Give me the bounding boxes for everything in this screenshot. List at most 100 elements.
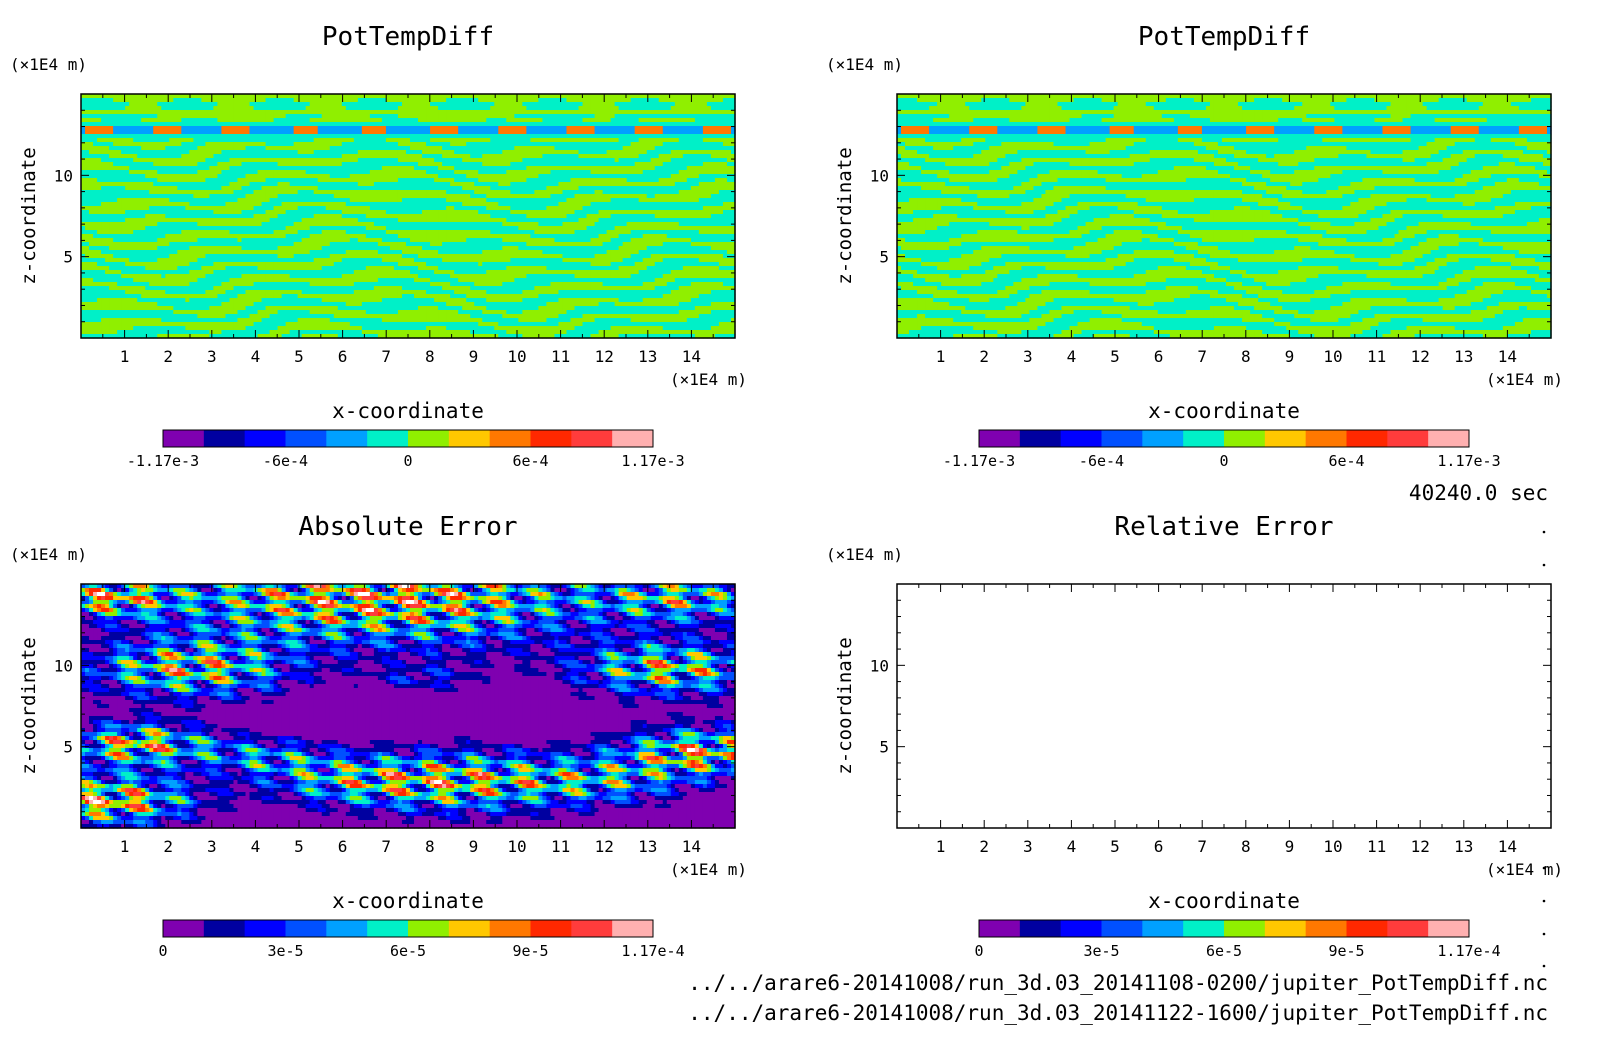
colorbar-tick-label: 0 (974, 942, 983, 960)
y-tick-label: 10 (54, 166, 73, 185)
x-tick-label: 5 (1110, 837, 1120, 856)
colorbar-tick-label: -6e-4 (1079, 452, 1124, 470)
colorbar-swatch (571, 430, 612, 447)
colorbar: -1.17e-3 -6e-4 0 6e-4 1.17e-3 (127, 430, 685, 470)
colorbar-swatch (449, 430, 490, 447)
colorbar-swatch (1387, 920, 1428, 937)
colorbar-swatch (612, 920, 653, 937)
colorbar-tick-label: 9e-5 (1328, 942, 1364, 960)
x-unit-label: (×1E4 m) (670, 860, 747, 879)
x-axis-label: x-coordinate (1148, 889, 1300, 913)
colorbar-swatch (1142, 920, 1183, 937)
colorbar-swatch (1224, 920, 1265, 937)
colorbar-swatch (163, 430, 204, 447)
chart-title: Relative Error (1114, 512, 1333, 542)
x-tick-label: 10 (507, 837, 526, 856)
colorbar-swatch (204, 920, 245, 937)
colorbar-swatch (1142, 430, 1183, 447)
colorbar-swatch (1306, 920, 1347, 937)
x-tick-label: 10 (1323, 837, 1342, 856)
colorbar-swatch (531, 430, 572, 447)
file-path-2: ../../arare6-20141008/run_3d.03_20141122… (688, 1001, 1548, 1025)
x-tick-label: 14 (1498, 837, 1517, 856)
x-tick-label: 5 (1110, 347, 1120, 366)
x-unit-label: (×1E4 m) (1486, 370, 1563, 389)
x-unit-label: (×1E4 m) (670, 370, 747, 389)
x-tick-label: 1 (120, 347, 130, 366)
x-tick-label: 5 (294, 837, 304, 856)
x-tick-label: 9 (469, 347, 479, 366)
y-axis-label: z-coordinate (834, 147, 856, 284)
colorbar-tick-label: -1.17e-3 (127, 452, 199, 470)
x-tick-label: 8 (425, 837, 435, 856)
colorbar-swatch (1347, 430, 1388, 447)
colorbar-swatch (204, 430, 245, 447)
x-tick-label: 4 (1067, 347, 1077, 366)
x-tick-label: 3 (207, 347, 217, 366)
colorbar-tick-label: 1.17e-4 (621, 942, 684, 960)
colorbar-tick-label: 0 (158, 942, 167, 960)
colorbar-swatch (326, 920, 367, 937)
x-tick-label: 13 (1454, 837, 1473, 856)
colorbar-swatch (1061, 920, 1102, 937)
colorbar-swatch (1020, 430, 1061, 447)
colorbar-tick-label: 6e-4 (512, 452, 548, 470)
colorbar: -1.17e-3 -6e-4 0 6e-4 1.17e-3 (943, 430, 1501, 470)
colorbar-swatch (979, 430, 1020, 447)
x-tick-label: 9 (1285, 347, 1295, 366)
x-tick-label: 14 (682, 837, 701, 856)
colorbar-swatch (367, 920, 408, 937)
x-tick-label: 11 (551, 837, 570, 856)
x-tick-label: 13 (1454, 347, 1473, 366)
x-tick-label: 2 (163, 347, 173, 366)
y-unit-label: (×1E4 m) (826, 55, 903, 74)
colorbar-swatch (286, 430, 327, 447)
colorbar-swatch (612, 430, 653, 447)
x-tick-label: 2 (163, 837, 173, 856)
y-unit-label: (×1E4 m) (10, 55, 87, 74)
file-path-1: ../../arare6-20141008/run_3d.03_20141108… (688, 971, 1548, 995)
x-unit-label: (×1E4 m) (1486, 860, 1563, 879)
colorbar: 0 3e-5 6e-5 9e-5 1.17e-4 (158, 920, 684, 960)
heatmap-field (897, 584, 1551, 828)
colorbar-swatch (1102, 920, 1143, 937)
x-tick-label: 4 (251, 837, 261, 856)
x-tick-label: 12 (595, 837, 614, 856)
y-axis-label: z-coordinate (18, 147, 40, 284)
x-tick-label: 3 (1023, 347, 1033, 366)
x-tick-label: 9 (1285, 837, 1295, 856)
colorbar-tick-label: 3e-5 (267, 942, 303, 960)
colorbar-swatch (245, 430, 286, 447)
colorbar-tick-label: 0 (403, 452, 412, 470)
x-tick-label: 9 (469, 837, 479, 856)
x-tick-label: 6 (1154, 347, 1164, 366)
x-tick-label: 3 (207, 837, 217, 856)
heatmap-field (897, 94, 1552, 339)
colorbar-swatch (1061, 430, 1102, 447)
chart-title: PotTempDiff (1138, 22, 1310, 52)
x-tick-label: 11 (1367, 347, 1386, 366)
heatmap-field (81, 584, 736, 829)
x-tick-label: 8 (1241, 837, 1251, 856)
y-axis-label: z-coordinate (18, 637, 40, 774)
colorbar-swatch (1306, 430, 1347, 447)
colorbar-swatch (1347, 920, 1388, 937)
x-tick-label: 4 (1067, 837, 1077, 856)
x-axis-label: x-coordinate (1148, 399, 1300, 423)
x-tick-label: 3 (1023, 837, 1033, 856)
x-tick-label: 12 (1411, 347, 1430, 366)
colorbar-swatch (163, 920, 204, 937)
colorbar: 0 3e-5 6e-5 9e-5 1.17e-4 (974, 920, 1500, 960)
y-tick-label: 5 (63, 248, 73, 267)
y-tick-label: 5 (879, 248, 889, 267)
colorbar-swatch (1224, 430, 1265, 447)
x-tick-label: 4 (251, 347, 261, 366)
colorbar-tick-label: 3e-5 (1083, 942, 1119, 960)
x-tick-label: 7 (1197, 347, 1207, 366)
colorbar-swatch (245, 920, 286, 937)
colorbar-swatch (367, 430, 408, 447)
colorbar-swatch (1387, 430, 1428, 447)
colorbar-swatch (286, 920, 327, 937)
chart-panel-4: Relative Error(×1E4 m)1 2 3 4 5 6 7 8 9 10 11 12 13 1… (826, 512, 1563, 960)
x-tick-label: 11 (1367, 837, 1386, 856)
